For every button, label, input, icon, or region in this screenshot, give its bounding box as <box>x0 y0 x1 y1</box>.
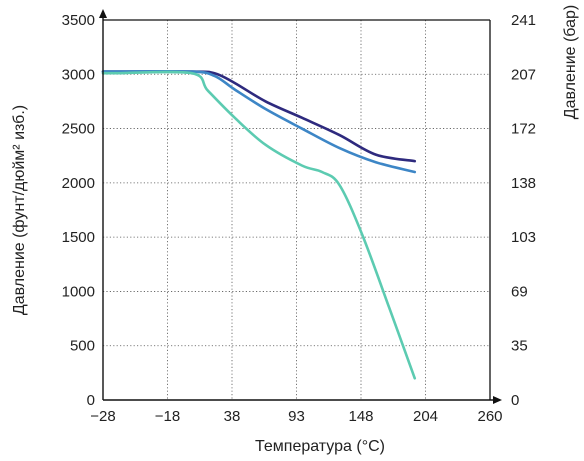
y-tick-label-left: 0 <box>87 392 95 409</box>
y-tick-label-left: 1500 <box>62 229 95 246</box>
x-tick-label: 38 <box>224 408 241 425</box>
x-tick-label: 93 <box>288 408 305 425</box>
y-tick-label-right: 138 <box>511 175 536 192</box>
series-line-3 <box>101 70 417 380</box>
series-line-2 <box>101 69 417 174</box>
y-tick-label-right: 35 <box>511 338 528 355</box>
y-axis-arrow <box>99 9 107 18</box>
x-axis-arrow <box>493 396 502 404</box>
series-line-1 <box>101 70 417 163</box>
y-tick-label-left: 3000 <box>62 66 95 83</box>
y-tick-label-left: 2000 <box>62 175 95 192</box>
x-tick-label: −28 <box>90 408 115 425</box>
x-tick-label: 260 <box>477 408 502 425</box>
y-tick-label-right: 172 <box>511 121 536 138</box>
axes <box>99 9 502 404</box>
y-tick-label-right: 241 <box>511 12 536 29</box>
y-tick-label-left: 2500 <box>62 121 95 138</box>
data-series <box>101 69 417 380</box>
y-tick-label-right: 207 <box>511 66 536 83</box>
y-tick-label-left: 3500 <box>62 12 95 29</box>
x-tick-label: −18 <box>155 408 180 425</box>
y-tick-label-right: 103 <box>511 229 536 246</box>
x-tick-label: 148 <box>348 408 373 425</box>
y-tick-label-left: 500 <box>70 338 95 355</box>
y-tick-label-right: 69 <box>511 283 528 300</box>
y-axis-title-left: Давление (фунт/дюйм² изб.) <box>11 105 28 315</box>
x-axis-title: Температура (°C) <box>255 438 385 455</box>
tick-labels: −28 −18 38 93 148 204 260 0 500 1000 1500 2000 2500 3… <box>62 12 536 425</box>
y-tick-label-left: 1000 <box>62 283 95 300</box>
y-tick-label-right: 0 <box>511 392 519 409</box>
grid-lines <box>103 19 490 400</box>
x-tick-label: 204 <box>413 408 438 425</box>
y-axis-title-right: Давление (бар) <box>562 5 579 119</box>
